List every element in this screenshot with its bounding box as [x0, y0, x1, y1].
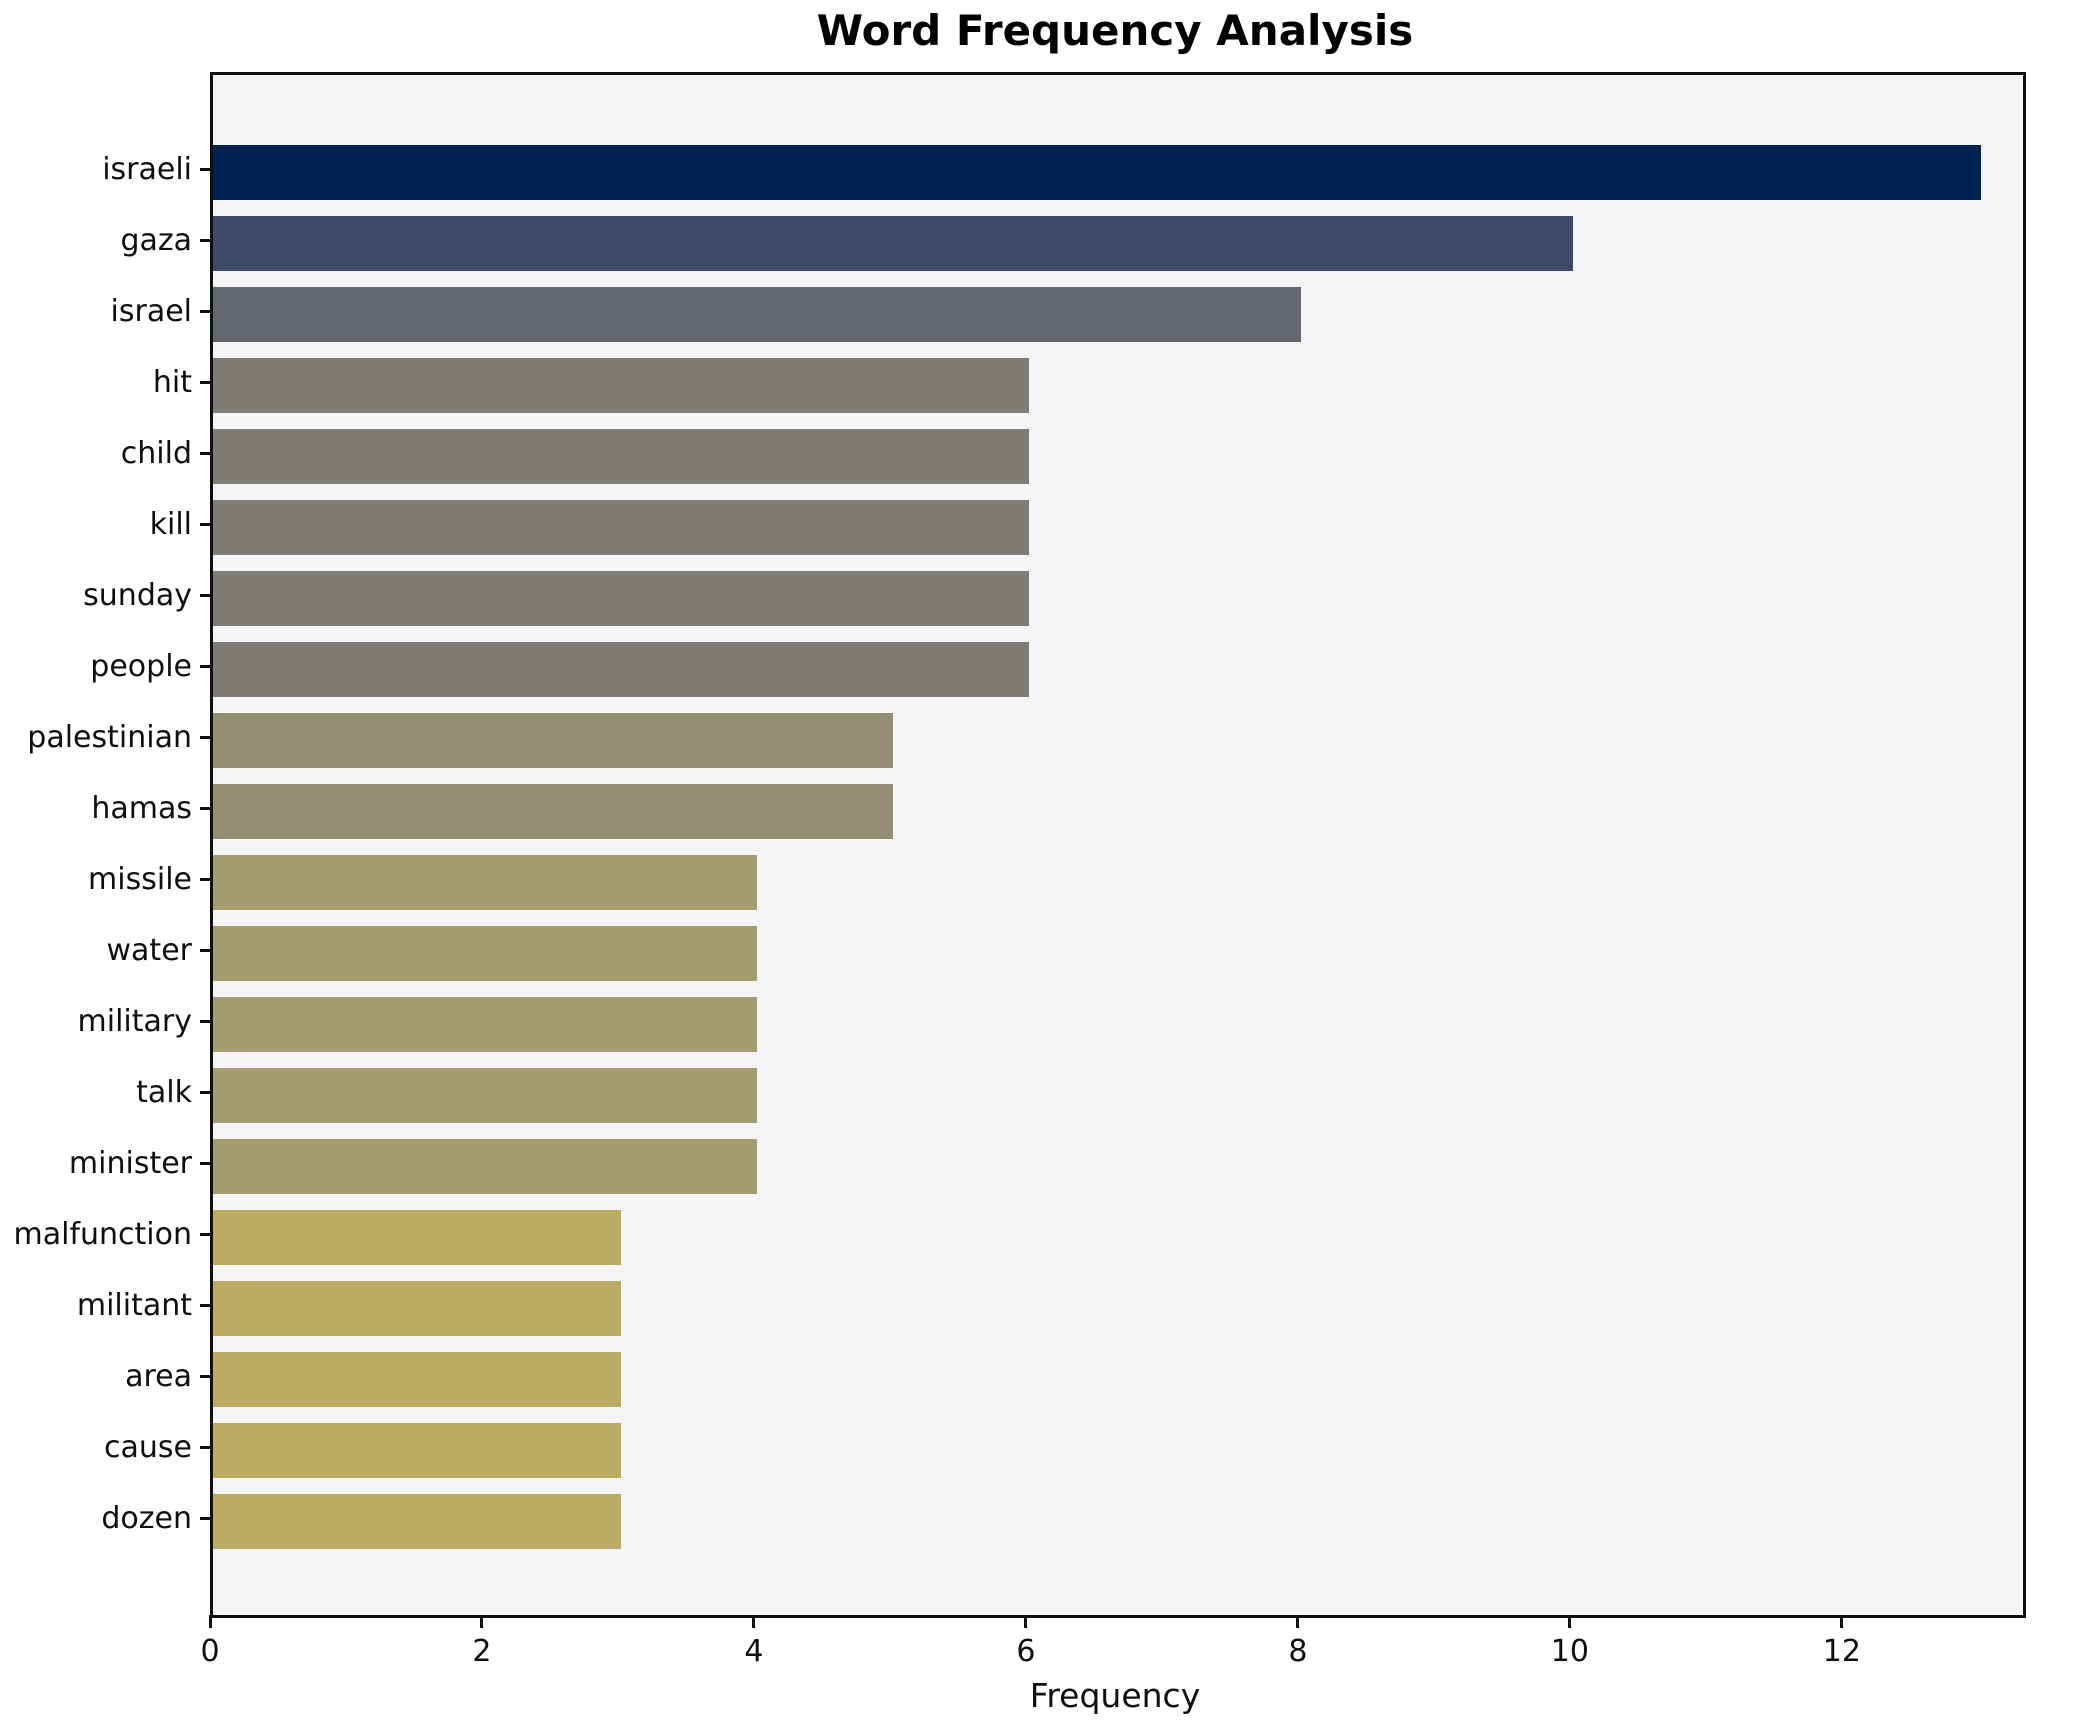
x-tick-label-2: 2 — [472, 1634, 492, 1669]
y-tick-mark — [200, 1375, 210, 1378]
bar-missile — [213, 855, 757, 910]
x-tick-label-4: 4 — [744, 1634, 764, 1669]
x-tick-mark — [208, 1615, 212, 1628]
y-tick-mark — [200, 452, 210, 455]
bar-child — [213, 429, 1029, 484]
y-tick-mark — [200, 523, 210, 526]
bar-cause — [213, 1423, 621, 1478]
x-tick-mark — [1024, 1615, 1028, 1628]
x-tick-mark — [752, 1615, 756, 1628]
bar-israeli — [213, 145, 1981, 200]
y-tick-mark — [200, 878, 210, 881]
y-tick-mark — [200, 239, 210, 242]
y-tick-label-talk: talk — [136, 1074, 192, 1110]
x-tick-mark — [1840, 1615, 1844, 1628]
y-tick-mark — [200, 381, 210, 384]
x-tick-mark — [1568, 1615, 1572, 1628]
bar-water — [213, 926, 757, 981]
y-tick-mark — [200, 1020, 210, 1023]
y-tick-label-israeli: israeli — [102, 151, 192, 187]
x-tick-mark — [1296, 1615, 1300, 1628]
y-tick-mark — [200, 1446, 210, 1449]
x-tick-label-8: 8 — [1288, 1634, 1308, 1669]
y-tick-label-cause: cause — [104, 1429, 192, 1465]
y-tick-mark — [200, 1304, 210, 1307]
bar-dozen — [213, 1494, 621, 1549]
y-tick-mark — [200, 807, 210, 810]
bar-minister — [213, 1139, 757, 1194]
y-tick-label-hit: hit — [152, 364, 192, 400]
x-tick-label-10: 10 — [1550, 1634, 1589, 1669]
y-tick-mark — [200, 1162, 210, 1165]
bar-israel — [213, 287, 1301, 342]
bar-kill — [213, 500, 1029, 555]
y-tick-mark — [200, 665, 210, 668]
y-tick-label-palestinian: palestinian — [27, 719, 192, 755]
y-tick-label-sunday: sunday — [83, 577, 192, 613]
bar-talk — [213, 1068, 757, 1123]
bar-gaza — [213, 216, 1573, 271]
y-tick-mark — [200, 1233, 210, 1236]
y-tick-label-kill: kill — [149, 506, 192, 542]
y-tick-label-hamas: hamas — [91, 790, 192, 826]
y-tick-label-military: military — [77, 1003, 192, 1039]
y-tick-label-area: area — [125, 1358, 192, 1394]
bar-palestinian — [213, 713, 893, 768]
bar-sunday — [213, 571, 1029, 626]
bar-area — [213, 1352, 621, 1407]
x-tick-mark — [480, 1615, 484, 1628]
y-tick-label-child: child — [120, 435, 192, 471]
y-tick-label-militant: militant — [76, 1287, 192, 1323]
y-tick-label-missile: missile — [88, 861, 192, 897]
x-tick-label-6: 6 — [1016, 1634, 1036, 1669]
y-tick-mark — [200, 1517, 210, 1520]
bar-militant — [213, 1281, 621, 1336]
y-tick-mark — [200, 310, 210, 313]
bar-military — [213, 997, 757, 1052]
y-tick-label-gaza: gaza — [120, 222, 192, 258]
y-tick-label-israel: israel — [110, 293, 192, 329]
y-tick-label-dozen: dozen — [101, 1500, 192, 1536]
y-tick-mark — [200, 168, 210, 171]
bar-malfunction — [213, 1210, 621, 1265]
plot-area — [210, 72, 2026, 1618]
y-tick-mark — [200, 594, 210, 597]
x-tick-label-0: 0 — [200, 1634, 220, 1669]
y-tick-label-people: people — [90, 648, 192, 684]
y-tick-mark — [200, 1091, 210, 1094]
x-axis-label: Frequency — [1029, 1676, 1201, 1715]
chart-title: Word Frequency Analysis — [816, 6, 1414, 55]
y-tick-label-water: water — [106, 932, 192, 968]
x-tick-label-12: 12 — [1822, 1634, 1861, 1669]
bar-people — [213, 642, 1029, 697]
bar-hamas — [213, 784, 893, 839]
y-tick-mark — [200, 736, 210, 739]
y-tick-label-malfunction: malfunction — [13, 1216, 193, 1252]
y-tick-label-minister: minister — [68, 1145, 192, 1181]
y-tick-mark — [200, 949, 210, 952]
bar-hit — [213, 358, 1029, 413]
